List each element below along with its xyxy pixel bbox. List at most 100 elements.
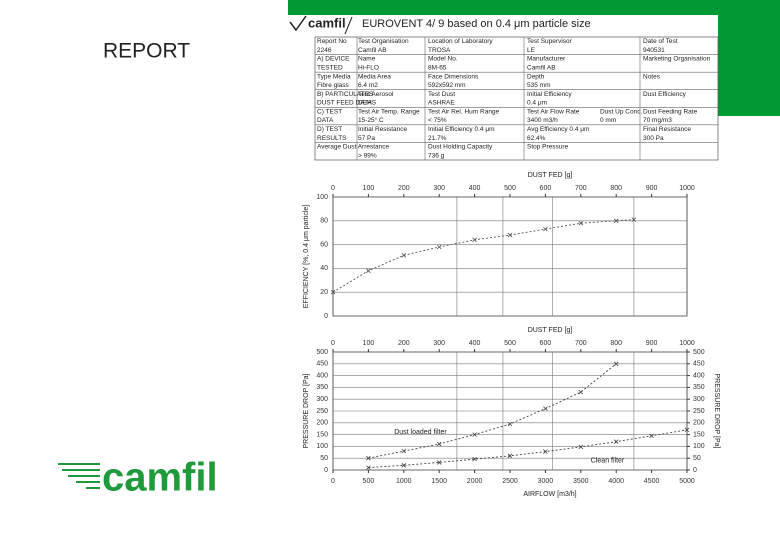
y2-axis-label: PRESSURE DROP [Pa] — [713, 374, 720, 449]
x-tick-label: 1500 — [431, 478, 447, 485]
table-cell: Test Dust — [428, 91, 455, 98]
y-tick-label: 40 — [320, 265, 328, 272]
y2-tick-label: 250 — [693, 408, 705, 415]
x-tick-label: 500 — [363, 478, 375, 485]
table-cell: Notes — [643, 73, 661, 80]
table-cell: B) PARTICULATES — [317, 91, 374, 98]
x2-tick-label: 1000 — [679, 340, 695, 347]
x-tick-label: 4500 — [644, 478, 660, 485]
table-cell: Stop Pressure — [527, 144, 569, 151]
table-cell: DEHS — [358, 100, 377, 107]
y2-tick-label: 500 — [693, 349, 705, 356]
table-cell: 6.4 m2 — [358, 82, 378, 89]
table-cell: Model No. — [428, 56, 458, 63]
data-point — [401, 462, 407, 468]
data-point — [613, 218, 619, 224]
x2-tick-label: 0 — [331, 340, 335, 347]
data-point — [401, 253, 407, 258]
data-point — [366, 465, 371, 470]
data-point — [401, 448, 407, 454]
x2-tick-label: 900 — [646, 340, 658, 347]
data-point — [578, 389, 584, 395]
series-label: Dust loaded filter — [394, 429, 447, 436]
y-tick-label: 500 — [316, 349, 328, 356]
table-cell: 57 Pa — [358, 135, 375, 142]
table-cell: 736 g — [428, 152, 445, 159]
table-cell: Final Resistance — [643, 126, 691, 133]
x-tick-label: 800 — [610, 185, 622, 192]
x-tick-label: 3000 — [538, 478, 554, 485]
y-tick-label: 350 — [316, 384, 328, 391]
y2-tick-label: 400 — [693, 372, 705, 379]
y-tick-label: 100 — [316, 443, 328, 450]
table-cell: Test Supervisor — [527, 38, 573, 45]
chart-panel — [295, 330, 715, 500]
x2-tick-label: 800 — [610, 340, 622, 347]
table-cell: Type Media — [317, 73, 351, 80]
y-tick-label: 150 — [316, 431, 328, 438]
x-tick-label: 3500 — [573, 478, 589, 485]
table-cell: DUST FEED DATA — [317, 100, 373, 107]
x-tick-label: 2000 — [467, 478, 483, 485]
table-cell: Marketing Organisation — [643, 56, 711, 63]
y2-tick-label: 50 — [693, 455, 701, 462]
data-point — [472, 456, 477, 462]
table-cell: Test Aerosol — [358, 91, 394, 98]
data-point — [436, 441, 442, 447]
divider — [344, 16, 353, 35]
x-tick-label: 0 — [331, 478, 335, 485]
table-frame — [314, 36, 719, 161]
table-cell: 0 mm — [600, 117, 616, 124]
x-tick-label: 2500 — [502, 478, 518, 485]
table-cell: A) DEVICE — [317, 56, 350, 63]
table-cell: 0.4 μm — [527, 100, 547, 107]
y-tick-label: 450 — [316, 361, 328, 368]
x2-tick-label: 300 — [433, 340, 445, 347]
y-tick-label: 0 — [324, 467, 328, 474]
table-cell: LE — [527, 47, 536, 54]
x-axis-label: DUST FED [g] — [528, 172, 573, 179]
x-tick-label: 5000 — [679, 478, 695, 485]
data-point — [366, 455, 371, 461]
logo-stripes — [58, 463, 100, 489]
table-cell: > 99% — [358, 152, 377, 159]
y-tick-label: 80 — [320, 218, 328, 225]
data-point — [649, 433, 654, 439]
table-cell: Test Organisation — [358, 38, 409, 45]
x-tick-label: 600 — [540, 185, 552, 192]
table-cell: Dust Holding Capacity — [428, 144, 493, 151]
table-cell: Initial Efficiency 0.4 μm — [428, 126, 495, 133]
x2-axis-label: DUST FED [g] — [528, 327, 573, 334]
y2-tick-label: 200 — [693, 420, 705, 427]
data-point — [366, 268, 371, 274]
x-tick-label: 4000 — [608, 478, 624, 485]
y2-tick-label: 0 — [693, 467, 697, 474]
y2-tick-label: 100 — [693, 443, 705, 450]
x2-tick-label: 200 — [398, 340, 410, 347]
y-tick-label: 200 — [316, 420, 328, 427]
table-cell: Dust Up Conc. — [600, 108, 642, 115]
table-cell: ASHRAE — [428, 100, 455, 107]
table-cell: Media Area — [358, 73, 391, 80]
table-cell: D) TEST — [317, 126, 342, 133]
table-cell: 300 Pa — [643, 135, 664, 142]
table-cell: RESULTS — [317, 135, 347, 142]
check-mark — [289, 15, 307, 32]
y-axis-label: EFFICIENCY [%, 0.4 μm particle] — [303, 205, 310, 309]
table-cell: Test Air Rel. Hum Range — [428, 108, 500, 115]
table-cell: 2246 — [317, 47, 332, 54]
data-point — [472, 432, 477, 437]
table-cell: 15-25° C — [358, 116, 384, 124]
x-tick-label: 1000 — [396, 478, 412, 485]
x-tick-label: 500 — [504, 185, 516, 192]
table-cell: Test Air Temp. Range — [358, 108, 420, 115]
y-tick-label: 100 — [316, 194, 328, 201]
data-point — [543, 406, 548, 411]
data-point — [507, 453, 513, 459]
data-line — [368, 363, 617, 459]
x-tick-label: 1000 — [679, 185, 695, 192]
table-cell: Face Dimensions — [428, 73, 479, 80]
table-cell: Depth — [527, 73, 545, 80]
data-point — [436, 244, 442, 250]
